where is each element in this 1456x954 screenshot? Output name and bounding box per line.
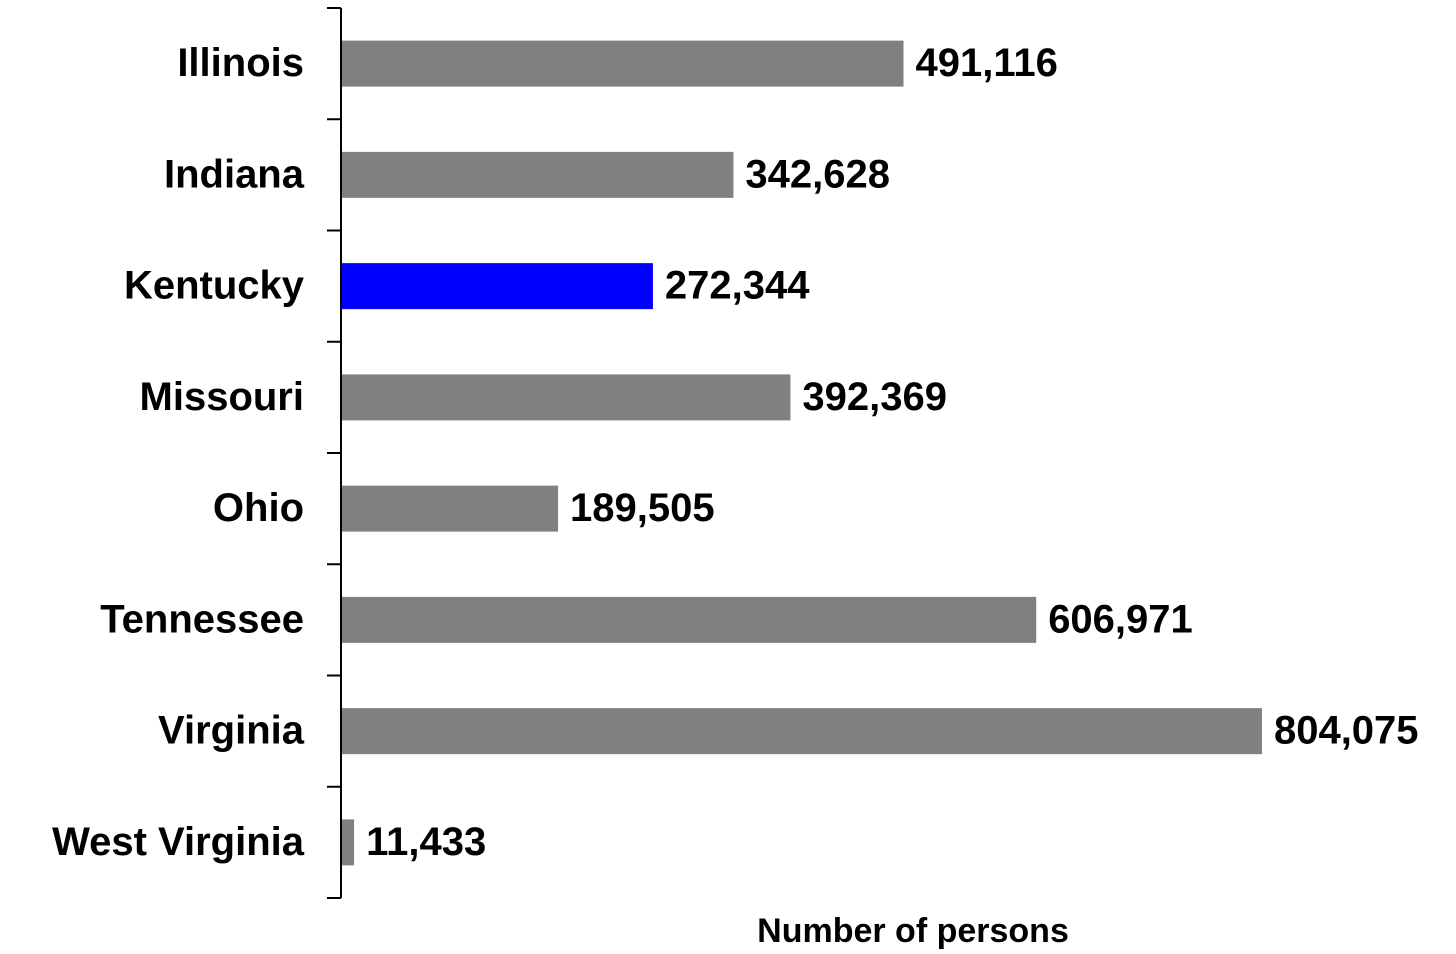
y-tick-label: Indiana bbox=[164, 152, 305, 196]
bar bbox=[341, 40, 904, 87]
bar bbox=[341, 151, 734, 198]
bar bbox=[341, 819, 355, 866]
value-label: 189,505 bbox=[570, 486, 715, 530]
bar bbox=[341, 374, 791, 421]
y-tick-label: Kentucky bbox=[124, 264, 305, 308]
value-label: 11,433 bbox=[366, 820, 486, 864]
value-label: 392,369 bbox=[802, 375, 947, 419]
x-axis-label: Number of persons bbox=[757, 912, 1069, 950]
bar bbox=[341, 596, 1037, 643]
bar bbox=[341, 485, 559, 532]
y-tick-label: Tennessee bbox=[100, 597, 304, 641]
value-label: 804,075 bbox=[1274, 709, 1419, 753]
y-tick-label: Ohio bbox=[213, 486, 304, 530]
value-label: 606,971 bbox=[1048, 597, 1193, 641]
bar bbox=[341, 708, 1262, 755]
bar bbox=[341, 263, 653, 310]
value-label: 342,628 bbox=[745, 152, 890, 196]
value-label: 491,116 bbox=[916, 41, 1058, 85]
value-label: 272,344 bbox=[665, 264, 810, 308]
y-tick-label: Virginia bbox=[158, 709, 305, 753]
y-tick-label: Missouri bbox=[140, 375, 304, 419]
y-tick-label: Illinois bbox=[177, 41, 304, 85]
y-tick-label: West Virginia bbox=[52, 820, 305, 864]
